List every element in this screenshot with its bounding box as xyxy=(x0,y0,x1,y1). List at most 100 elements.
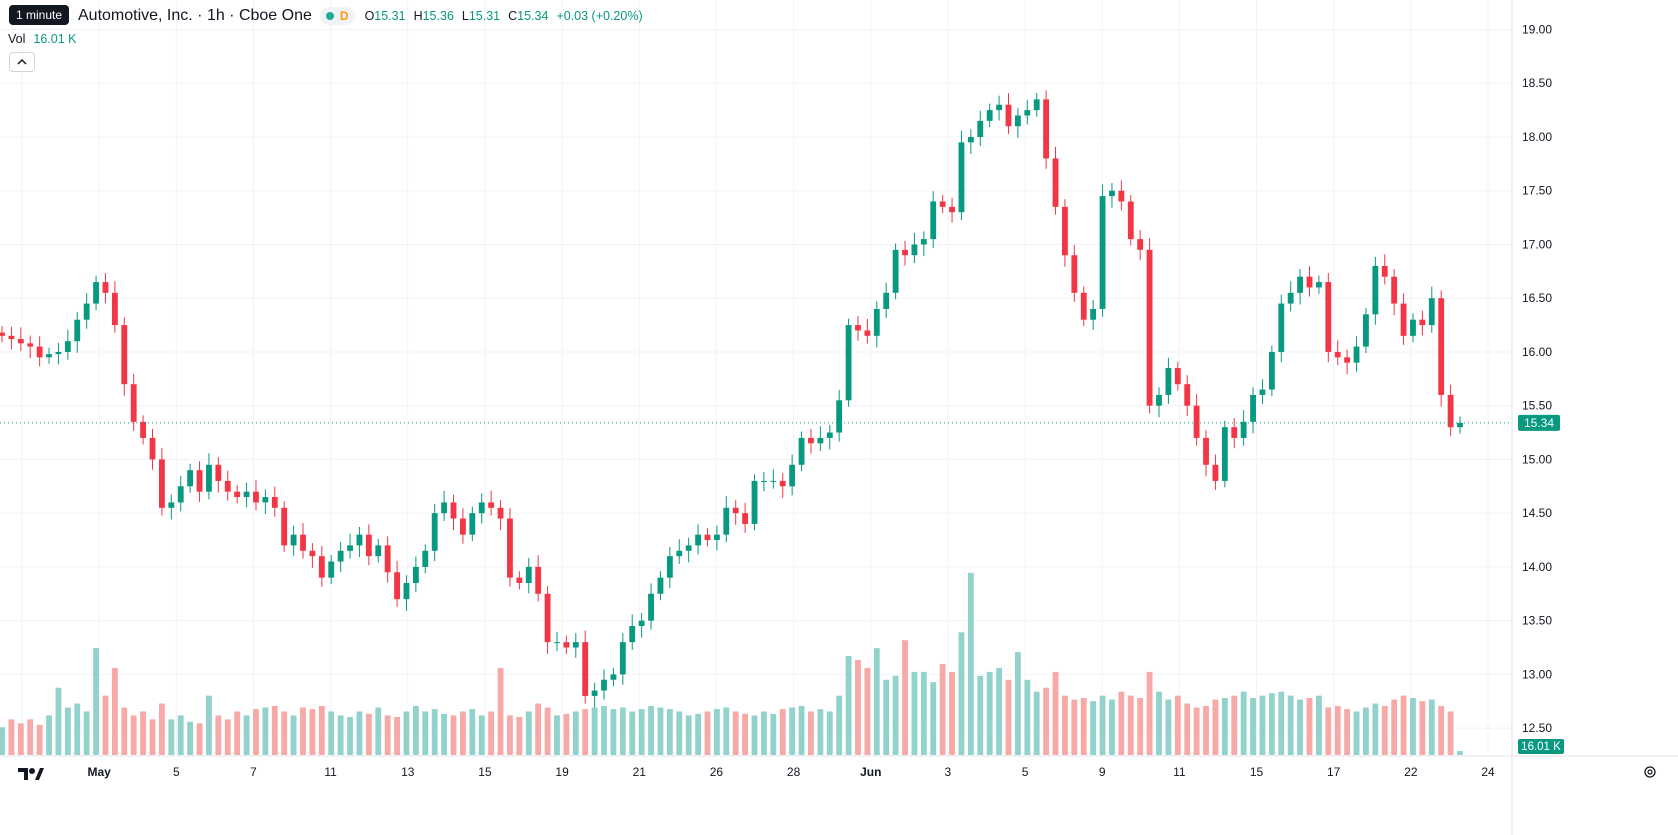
time-tick-label: 19 xyxy=(555,765,569,779)
candle-body xyxy=(488,502,495,508)
candle-body xyxy=(1005,104,1012,127)
candle-body xyxy=(1315,282,1322,288)
tradingview-logo[interactable] xyxy=(12,760,48,788)
volume-bar xyxy=(1297,699,1304,755)
volume-bar xyxy=(441,713,448,755)
candle-body xyxy=(375,545,382,557)
candle-body xyxy=(356,534,363,546)
candle-body xyxy=(309,550,316,557)
candle-body xyxy=(1127,201,1134,240)
volume-bar xyxy=(544,707,551,755)
time-tick-label: 11 xyxy=(324,765,337,779)
volume-bar xyxy=(1325,707,1332,755)
candle-body xyxy=(234,491,241,498)
candle-body xyxy=(1231,427,1238,438)
candle-body xyxy=(177,486,184,503)
candle-body xyxy=(572,642,579,648)
candle-body xyxy=(1428,298,1435,326)
candle-body xyxy=(676,550,683,557)
candle-body xyxy=(0,332,5,336)
candle-body xyxy=(892,249,899,293)
settings-gear-icon[interactable] xyxy=(1644,766,1656,778)
candle-body xyxy=(1391,276,1398,304)
candle-body xyxy=(1438,298,1445,395)
volume-bar xyxy=(563,713,570,755)
volume-bar xyxy=(648,705,654,755)
volume-bar xyxy=(582,709,589,755)
candle-body xyxy=(1381,265,1388,277)
volume-bar xyxy=(977,675,984,755)
volume-bar xyxy=(1099,695,1106,755)
volume-bar xyxy=(855,660,861,755)
candle-body xyxy=(1137,239,1144,250)
volume-bar xyxy=(450,715,457,755)
time-tick-label: 11 xyxy=(1173,765,1186,779)
volume-bar xyxy=(873,648,880,755)
volume-bar xyxy=(1410,698,1416,755)
time-tick-label: 26 xyxy=(710,765,724,779)
candle-body xyxy=(271,497,278,508)
price-tick-label: 13.50 xyxy=(1522,614,1552,628)
price-tick-label: 16.00 xyxy=(1522,345,1552,359)
candle-body xyxy=(1118,190,1125,202)
candle-body xyxy=(525,566,532,584)
candle-body xyxy=(17,339,24,344)
candle-body xyxy=(1447,394,1454,428)
volume-bar xyxy=(431,709,438,755)
candle-body xyxy=(855,325,861,331)
volume-bar xyxy=(958,632,965,755)
candle-body xyxy=(27,343,34,347)
candle-body xyxy=(1287,292,1294,304)
volume-bar xyxy=(1118,691,1125,755)
volume-bar xyxy=(234,711,241,755)
volume-bar xyxy=(845,656,852,755)
candle-body xyxy=(1099,196,1106,309)
price-tick-label: 17.00 xyxy=(1522,237,1552,251)
candle-body xyxy=(826,432,833,438)
time-tick-label: 28 xyxy=(787,765,801,779)
candle-body xyxy=(1174,368,1181,385)
candle-body xyxy=(121,325,128,385)
volume-bar xyxy=(1306,698,1313,755)
candle-body xyxy=(1297,276,1304,293)
symbol-title[interactable]: Automotive, Inc. · 1h · Cboe One xyxy=(78,7,312,24)
volume-bar xyxy=(817,709,824,755)
candle-body xyxy=(1353,346,1360,363)
volume-bar xyxy=(1127,695,1134,755)
volume-bar xyxy=(808,711,814,755)
volume-bar xyxy=(130,715,137,755)
candle-body xyxy=(666,556,673,578)
candle-body xyxy=(1014,115,1021,127)
candle-body xyxy=(1344,357,1351,363)
volume-bar xyxy=(206,695,212,755)
volume-bar xyxy=(0,727,5,755)
volume-bar xyxy=(1334,705,1341,755)
volume-bar xyxy=(638,709,645,755)
volume-bar xyxy=(1428,699,1435,755)
current-price-badge xyxy=(1518,414,1560,431)
candle-body xyxy=(798,437,805,465)
volume-bar xyxy=(695,713,701,755)
volume-bar xyxy=(1174,695,1181,755)
collapse-legend-button[interactable] xyxy=(9,52,35,72)
candle-body xyxy=(149,437,156,460)
volume-bar xyxy=(1137,698,1144,755)
candle-body xyxy=(591,690,598,696)
candle-body xyxy=(836,400,843,433)
candle-body xyxy=(695,534,701,546)
ohlc-values: O15.31 H15.36 L15.31 C15.34 +0.03 (+0.20… xyxy=(365,9,643,23)
candle-body xyxy=(497,507,504,519)
candle-body xyxy=(949,206,955,213)
volume-bar xyxy=(1315,695,1322,755)
volume-bar xyxy=(826,711,833,755)
candle-body xyxy=(1221,427,1228,481)
candle-body xyxy=(563,642,570,648)
volume-bar xyxy=(262,707,269,755)
volume-bar xyxy=(8,719,15,755)
volume-bar xyxy=(384,715,391,755)
candle-body xyxy=(1052,158,1059,207)
market-status[interactable]: D xyxy=(319,7,355,25)
close-label: C xyxy=(508,9,518,23)
volume-bar xyxy=(713,709,720,755)
